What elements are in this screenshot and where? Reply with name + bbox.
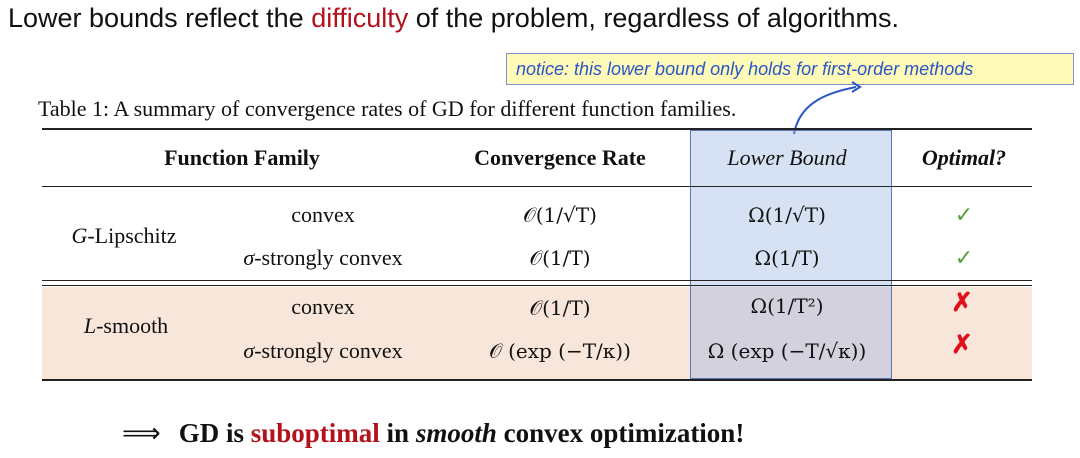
headline-highlight: difficulty bbox=[311, 3, 409, 33]
lower-smooth-strongly: Ω (exp (−T/√κ)) bbox=[707, 339, 867, 363]
header-rule bbox=[42, 186, 1032, 187]
conclusion-part1: GD is bbox=[178, 418, 251, 448]
optimal-check: ✓ bbox=[954, 245, 974, 270]
headline-suffix: of the problem, regardless of algorithms… bbox=[408, 3, 899, 33]
lower-lipschitz-convex: Ω(1/√T) bbox=[748, 203, 826, 227]
sigma: σ bbox=[243, 338, 255, 363]
subfamily-convex: convex bbox=[291, 294, 355, 319]
sigma: σ bbox=[243, 245, 255, 270]
conclusion-part2: in bbox=[379, 418, 416, 448]
optimal-check: ✓ bbox=[954, 202, 974, 227]
lower-bound-highlight bbox=[690, 130, 892, 379]
family-rest: -Lipschitz bbox=[87, 223, 177, 248]
family-var: G bbox=[71, 223, 88, 248]
table-bottom-rule bbox=[42, 379, 1032, 381]
implies-arrow-icon: ⟹ bbox=[122, 418, 161, 449]
rate-lipschitz-convex: 𝒪(1/√T) bbox=[523, 203, 597, 227]
group-rule-1 bbox=[42, 280, 1032, 281]
rate-smooth-convex: 𝒪(1/T) bbox=[529, 296, 591, 320]
header-convergence-rate: Convergence Rate bbox=[474, 145, 646, 170]
lower-smooth-convex: Ω(1/T²) bbox=[750, 294, 824, 318]
family-lipschitz: G-Lipschitz bbox=[71, 223, 176, 249]
subfamily-convex: convex bbox=[291, 202, 355, 227]
table-top-rule bbox=[42, 128, 1032, 130]
conclusion: ⟹ GD is suboptimal in smooth convex optim… bbox=[122, 418, 744, 449]
conclusion-emph: smooth bbox=[415, 418, 497, 448]
notice-callout: notice: this lower bound only holds for … bbox=[506, 53, 1074, 85]
optimal-cross: ✗ bbox=[951, 330, 973, 359]
conclusion-highlight: suboptimal bbox=[250, 418, 380, 448]
sub-label: -strongly convex bbox=[254, 245, 403, 270]
lower-lipschitz-strongly: Ω(1/T) bbox=[754, 246, 820, 270]
group-rule-2 bbox=[42, 285, 1032, 286]
header-optimal: Optimal? bbox=[921, 145, 1007, 170]
family-rest: -smooth bbox=[96, 313, 169, 338]
header-function-family: Function Family bbox=[164, 145, 320, 170]
table-caption: Table 1: A summary of convergence rates … bbox=[38, 96, 737, 121]
smooth-row-band bbox=[42, 287, 1032, 379]
family-var: L bbox=[83, 313, 97, 338]
optimal-cross: ✗ bbox=[951, 288, 973, 317]
conclusion-part3: convex optimization! bbox=[496, 418, 745, 448]
headline-prefix: Lower bounds reflect the bbox=[8, 3, 312, 33]
rate-smooth-strongly: 𝒪 (exp (−T/κ)) bbox=[489, 339, 631, 363]
subfamily-strongly-convex: σ-strongly convex bbox=[243, 245, 402, 271]
rate-lipschitz-strongly: 𝒪(1/T) bbox=[529, 246, 591, 270]
subfamily-strongly-convex: σ-strongly convex bbox=[243, 338, 402, 364]
header-lower-bound: Lower Bound bbox=[727, 145, 847, 170]
headline: Lower bounds reflect the difficulty of t… bbox=[8, 3, 899, 34]
sub-label: -strongly convex bbox=[254, 338, 403, 363]
family-smooth: L-smooth bbox=[84, 313, 168, 339]
